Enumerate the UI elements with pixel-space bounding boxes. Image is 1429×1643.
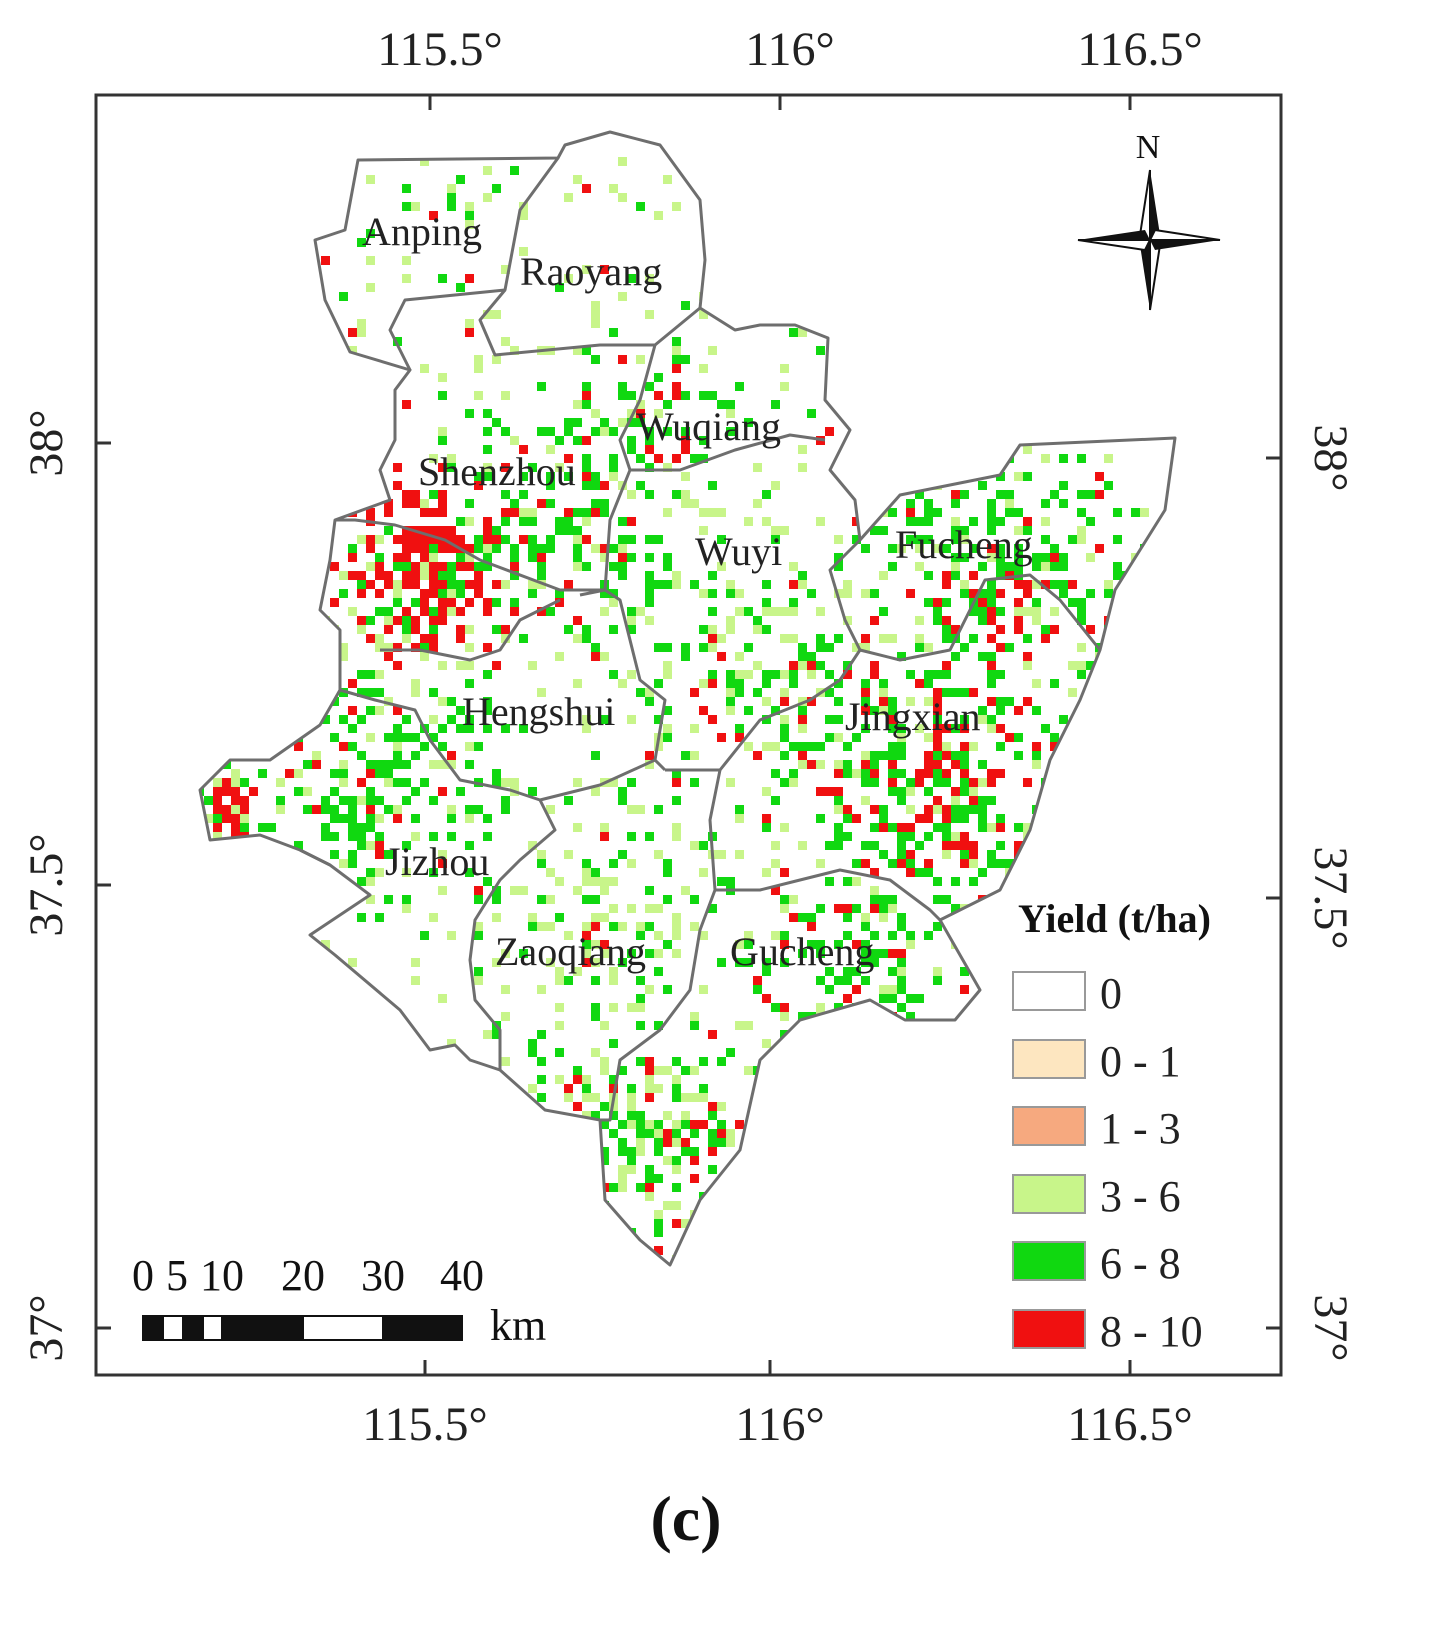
county-label-gucheng: Gucheng xyxy=(730,929,874,974)
legend-swatch-2 xyxy=(1012,1106,1086,1146)
legend: Yield (t/ha) 0 0 - 1 1 - 3 3 - 6 6 - 8 8… xyxy=(1012,896,1211,1356)
county-label-raoyang: Raoyang xyxy=(520,249,662,294)
county-label-wuqiang: Wuqiang xyxy=(636,404,781,449)
right-tick-3: 37° xyxy=(1304,1294,1357,1361)
county-boundaries xyxy=(198,130,1177,1267)
legend-item-4: 6 - 8 xyxy=(1012,1239,1181,1288)
county-label-hengshui: Hengshui xyxy=(462,689,615,734)
right-tick-2: 37.5° xyxy=(1304,846,1357,949)
legend-swatch-1 xyxy=(1012,1039,1086,1079)
bottom-tick-3: 116.5° xyxy=(1067,1398,1192,1451)
legend-title: Yield (t/ha) xyxy=(1018,896,1211,941)
legend-item-0: 0 xyxy=(1012,969,1122,1018)
scale-tick-0: 0 xyxy=(132,1251,154,1300)
legend-label-5: 8 - 10 xyxy=(1100,1307,1203,1356)
scale-unit: km xyxy=(490,1301,546,1350)
county-label-fucheng: Fucheng xyxy=(895,522,1033,567)
legend-label-4: 6 - 8 xyxy=(1100,1239,1181,1288)
scale-tick-40: 40 xyxy=(440,1251,484,1300)
scale-bar-segments xyxy=(142,1315,463,1341)
scale-tick-10: 10 xyxy=(200,1251,244,1300)
legend-item-3: 3 - 6 xyxy=(1012,1172,1181,1221)
legend-item-2: 1 - 3 xyxy=(1012,1104,1181,1153)
legend-label-1: 0 - 1 xyxy=(1100,1037,1181,1086)
legend-item-1: 0 - 1 xyxy=(1012,1037,1181,1086)
region-fill xyxy=(200,132,1175,1265)
scale-tick-30: 30 xyxy=(361,1251,405,1300)
scale-tick-20: 20 xyxy=(281,1251,325,1300)
legend-swatch-3 xyxy=(1012,1174,1086,1214)
scale-bar: 0 5 10 20 30 40 km xyxy=(132,1251,546,1350)
county-labels: Anping Raoyang Wuqiang Shenzhou Wuyi Fuc… xyxy=(362,209,1033,974)
left-tick-1: 38° xyxy=(20,409,73,476)
legend-swatch-4 xyxy=(1012,1241,1086,1281)
panel-label: (c) xyxy=(650,1483,721,1554)
county-label-jizhou: Jizhou xyxy=(385,839,489,884)
bottom-tick-2: 116° xyxy=(735,1398,824,1451)
north-arrow: N xyxy=(1077,129,1221,311)
legend-label-3: 3 - 6 xyxy=(1100,1172,1181,1221)
county-label-anping: Anping xyxy=(362,209,482,254)
legend-swatch-0 xyxy=(1012,971,1086,1011)
right-tick-1: 38° xyxy=(1304,424,1357,491)
legend-item-5: 8 - 10 xyxy=(1012,1307,1203,1356)
compass-rose-icon xyxy=(1077,169,1221,311)
left-tick-3: 37° xyxy=(20,1294,73,1361)
scale-tick-5: 5 xyxy=(166,1251,188,1300)
left-tick-2: 37.5° xyxy=(20,833,73,936)
north-label: N xyxy=(1136,129,1161,166)
legend-label-2: 1 - 3 xyxy=(1100,1104,1181,1153)
county-label-jingxian: Jingxian xyxy=(845,694,981,739)
frame-ticks xyxy=(96,95,1281,1375)
county-label-wuyi: Wuyi xyxy=(695,529,782,574)
legend-label-0: 0 xyxy=(1100,969,1122,1018)
legend-swatch-5 xyxy=(1012,1309,1086,1349)
bottom-tick-1: 115.5° xyxy=(362,1398,487,1451)
county-label-zaoqiang: Zaoqiang xyxy=(495,929,646,974)
top-tick-3: 116.5° xyxy=(1077,23,1202,76)
top-tick-2: 116° xyxy=(745,23,834,76)
county-label-shenzhou: Shenzhou xyxy=(418,449,576,494)
top-tick-1: 115.5° xyxy=(377,23,502,76)
